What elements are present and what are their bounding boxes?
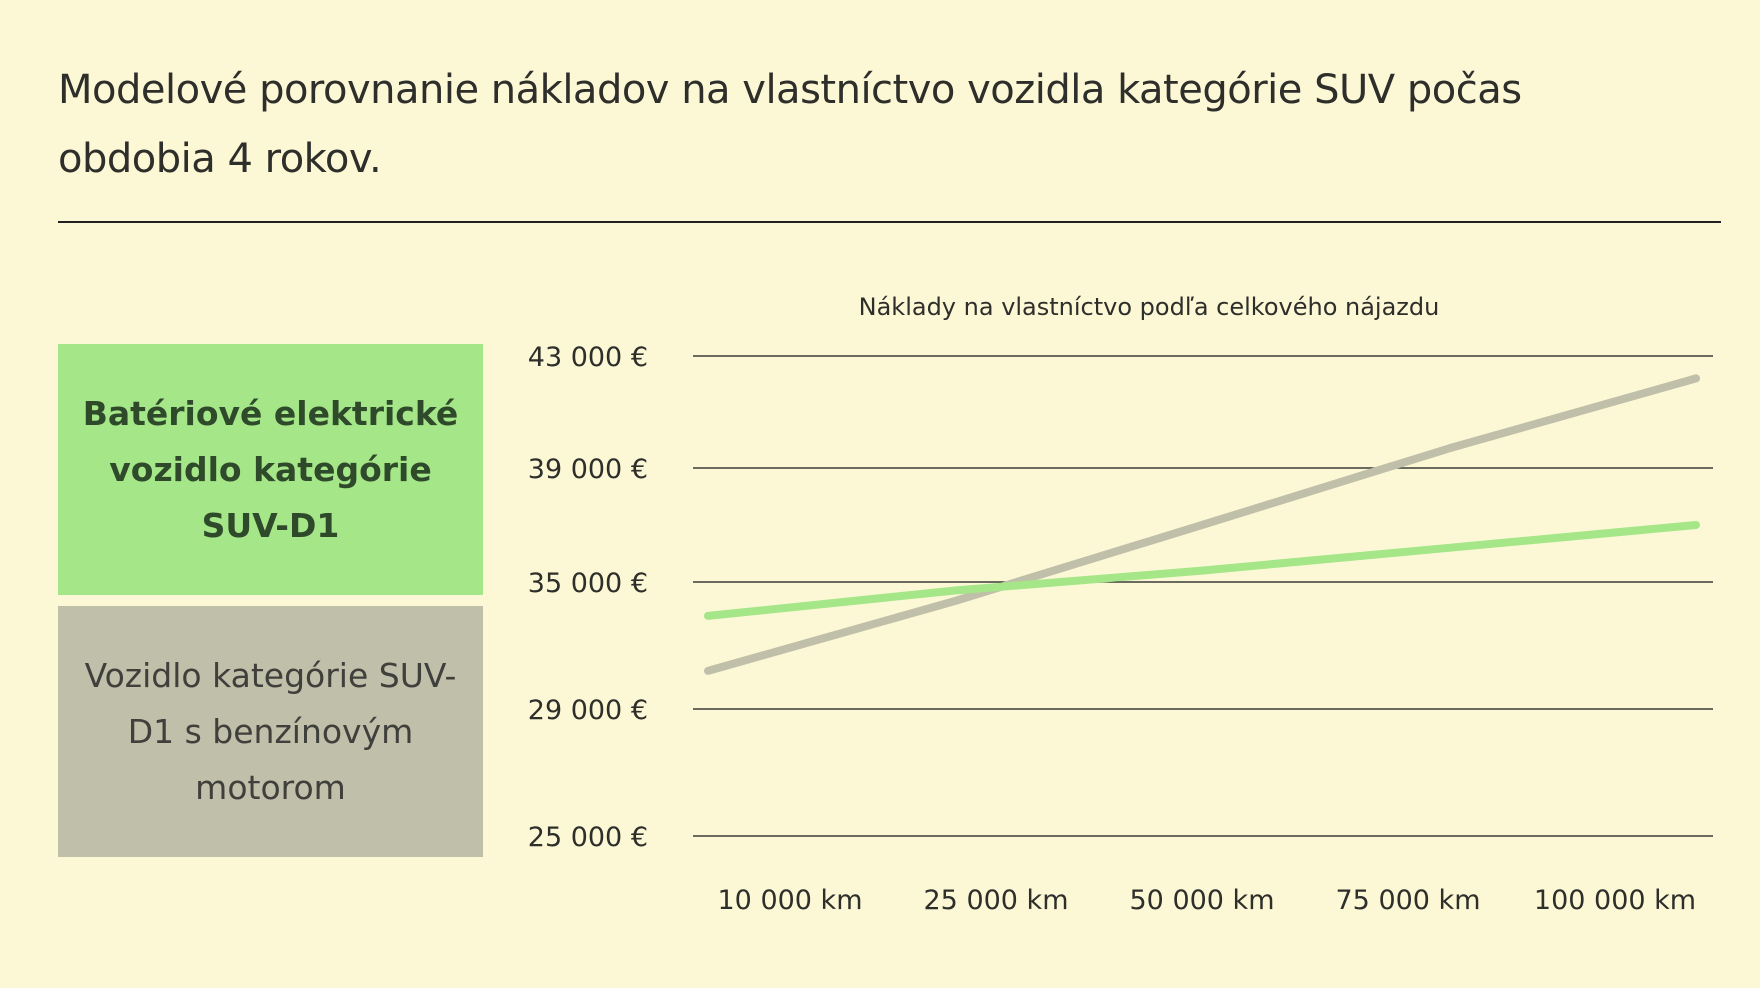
legend-label-petrol: Vozidlo kategórie SUV-D1 s benzínovým mo… <box>84 655 457 807</box>
series-line-ev <box>704 521 1700 620</box>
x-tick-label: 100 000 km <box>1534 885 1696 916</box>
page-title: Modelové porovnanie nákladov na vlastníc… <box>58 67 1522 182</box>
x-tick-label: 50 000 km <box>1130 885 1275 916</box>
y-tick-label: 35 000 € <box>528 568 648 599</box>
x-tick-label: 10 000 km <box>718 885 863 916</box>
legend-label-ev: Batériové elektrické vozidlo kategórie S… <box>82 393 459 545</box>
y-tick-label: 39 000 € <box>528 454 648 485</box>
y-tick-label: 25 000 € <box>528 822 648 853</box>
legend-item-petrol: Vozidlo kategórie SUV-D1 s benzínovým mo… <box>58 606 483 857</box>
chart-title: Náklady na vlastníctvo podľa celkového n… <box>859 293 1440 321</box>
y-tick-label: 43 000 € <box>528 342 648 373</box>
series-line-petrol <box>704 374 1700 675</box>
legend-item-ev: Batériové elektrické vozidlo kategórie S… <box>58 344 483 595</box>
x-tick-label: 75 000 km <box>1336 885 1481 916</box>
x-axis-ticks: 10 000 km 25 000 km 50 000 km 75 000 km 100 … <box>718 885 1697 916</box>
y-axis-ticks: 25 000 € 29 000 € 35 000 € 39 000 € 43 000 € <box>528 342 648 853</box>
series-lines <box>704 374 1700 675</box>
grid-lines <box>693 355 1713 837</box>
y-tick-label: 29 000 € <box>528 695 648 726</box>
title-divider <box>58 221 1721 223</box>
x-tick-label: 25 000 km <box>924 885 1069 916</box>
